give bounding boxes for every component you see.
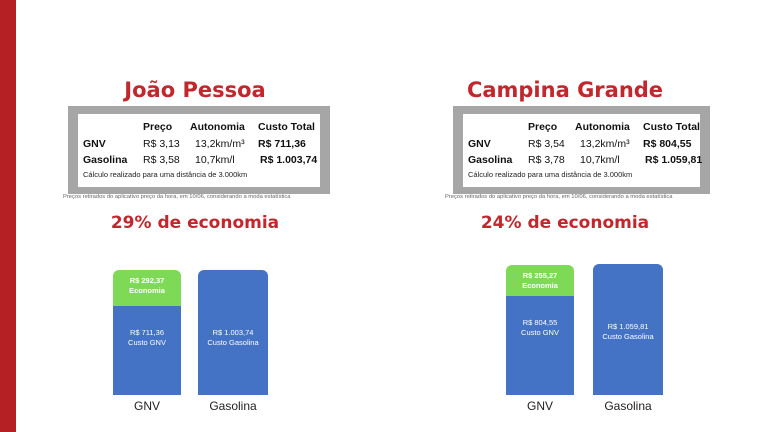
total-cost-value: R$ 804,55: [643, 138, 692, 150]
price-table: Preço Autonomia Custo Total GNV R$ 3,54 13,…: [453, 106, 710, 194]
calc-note: Cálculo realizado para uma distância de …: [83, 170, 248, 179]
bar-gasolina: R$ 1.003,74 Custo Gasolina: [198, 270, 268, 395]
price-value: R$ 3,13: [143, 138, 180, 150]
bar-gasolina: R$ 1.059,81 Custo Gasolina: [593, 264, 663, 395]
x-tick-label: Gasolina: [604, 399, 652, 413]
table-header: Autonomia: [190, 121, 245, 133]
x-tick-label: Gasolina: [209, 399, 257, 413]
price-value: R$ 3,54: [528, 138, 565, 150]
fuel-label: Gasolina: [468, 154, 513, 166]
fuel-label: Gasolina: [83, 154, 128, 166]
city-panel: João Pessoa Preço Autonomia Custo Total GNV…: [45, 0, 345, 432]
autonomy-value: 13,2km/m³: [580, 138, 630, 150]
economy-headline: 24% de economia: [480, 213, 650, 233]
autonomy-value: 10,7km/l: [580, 154, 620, 166]
autonomy-value: 10,7km/l: [195, 154, 235, 166]
table-header: Custo Total: [258, 121, 315, 133]
cost-segment: R$ 1.003,74 Custo Gasolina: [198, 270, 268, 395]
cost-segment: R$ 711,36 Custo GNV: [113, 306, 181, 395]
table-header: Autonomia: [575, 121, 630, 133]
total-cost-value: R$ 1.059,81: [645, 154, 703, 166]
city-panel: Campina Grande Preço Autonomia Custo Total…: [415, 0, 715, 432]
economy-headline: 29% de economia: [110, 213, 280, 233]
fuel-label: GNV: [468, 138, 491, 150]
table-header: Custo Total: [643, 121, 700, 133]
total-cost-value: R$ 711,36: [258, 138, 306, 150]
bar-gnv: R$ 292,37 Economia R$ 711,36 Custo GNV: [113, 270, 181, 395]
economy-segment: R$ 255,27 Economia: [506, 265, 574, 297]
side-stripe: [0, 0, 16, 432]
cost-segment: R$ 1.059,81 Custo Gasolina: [593, 264, 663, 395]
source-note: Preços retirados do aplicativo preço da …: [63, 194, 291, 200]
bar-gnv: R$ 255,27 Economia R$ 804,55 Custo GNV: [506, 265, 574, 395]
city-title: João Pessoa: [124, 78, 266, 102]
x-tick-label: GNV: [133, 399, 160, 413]
price-value: R$ 3,58: [143, 154, 180, 166]
source-note: Preços retirados do aplicativo preço da …: [445, 194, 673, 200]
price-table: Preço Autonomia Custo Total GNV R$ 3,13 13,…: [68, 106, 330, 194]
price-value: R$ 3,78: [528, 154, 565, 166]
economy-segment: R$ 292,37 Economia: [113, 270, 181, 307]
table-header: Preço: [528, 121, 558, 133]
cost-segment: R$ 804,55 Custo GNV: [506, 296, 574, 395]
autonomy-value: 13,2km/m³: [195, 138, 245, 150]
city-title: Campina Grande: [466, 78, 664, 102]
total-cost-value: R$ 1.003,74: [260, 154, 318, 166]
table-header: Preço: [143, 121, 173, 133]
calc-note: Cálculo realizado para uma distância de …: [468, 170, 633, 179]
x-tick-label: GNV: [526, 399, 553, 413]
fuel-label: GNV: [83, 138, 106, 150]
